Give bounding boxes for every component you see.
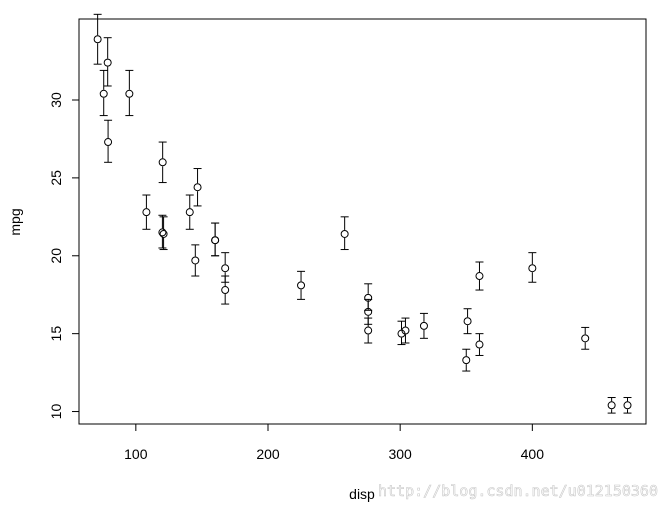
data-point-group (581, 326, 590, 350)
data-point (401, 326, 410, 335)
data-point-group (475, 333, 484, 356)
data-point-group (191, 244, 200, 277)
data-point-group (475, 261, 484, 291)
data-point-group (158, 214, 167, 249)
data-point-group (185, 194, 194, 230)
data-point (581, 334, 590, 343)
data-point-group (158, 141, 167, 184)
data-point (475, 272, 484, 281)
data-point (297, 281, 306, 290)
data-point (463, 317, 472, 326)
data-point (607, 401, 616, 410)
x-tick-label: 100 (124, 446, 148, 462)
data-point (99, 89, 108, 98)
data-point-group (401, 317, 410, 344)
data-point-group (463, 308, 472, 335)
data-point (211, 236, 220, 245)
data-point (158, 228, 167, 237)
data-point-group (607, 397, 616, 414)
data-point (104, 138, 113, 147)
data-point (528, 264, 537, 273)
data-point-group (93, 13, 102, 65)
y-tick-label: 10 (48, 404, 64, 420)
data-point (364, 326, 373, 335)
data-point (193, 183, 202, 192)
data-point (93, 35, 102, 44)
data-point (462, 356, 471, 365)
chart-marks (93, 13, 632, 414)
data-point-group (104, 119, 113, 163)
data-point-group (103, 37, 112, 87)
data-point-group (297, 270, 306, 300)
data-point-group (528, 252, 537, 283)
data-point-group (211, 222, 220, 257)
data-point (221, 286, 230, 295)
data-point-group (125, 69, 134, 117)
data-point (103, 58, 112, 67)
y-tick-label: 30 (48, 92, 64, 108)
data-point-group (142, 194, 151, 230)
data-point (142, 208, 151, 217)
x-tick-label: 200 (256, 446, 280, 462)
data-point-group (221, 275, 230, 305)
data-point (475, 340, 484, 349)
data-point (340, 229, 349, 238)
y-tick-label: 20 (48, 248, 64, 264)
x-axis-title: disp (349, 486, 375, 502)
data-point-group (364, 317, 373, 344)
data-point-group (340, 216, 349, 251)
data-point (364, 293, 373, 302)
data-point-group (462, 348, 471, 372)
y-axis: 10 15 20 25 30 (48, 92, 80, 420)
y-tick-label: 25 (48, 170, 64, 186)
data-point (221, 264, 230, 273)
data-point-group (623, 397, 632, 414)
data-point-group (193, 168, 202, 207)
data-point-group (99, 69, 108, 117)
data-point (125, 89, 134, 98)
x-axis: 100 200 300 400 (124, 423, 545, 462)
y-tick-label: 15 (48, 326, 64, 342)
data-point-group (159, 216, 168, 251)
data-point (191, 256, 200, 265)
data-point (623, 401, 632, 410)
x-tick-label: 400 (521, 446, 545, 462)
data-point-group (364, 283, 373, 311)
data-point (159, 229, 168, 238)
data-point (158, 158, 167, 167)
watermark: http://blog.csdn.net/u012150360 (378, 482, 658, 500)
data-point (185, 208, 194, 217)
data-point-group (397, 320, 406, 346)
data-point (419, 321, 428, 330)
y-axis-title: mpg (7, 208, 23, 235)
data-point-group (419, 312, 428, 339)
x-tick-label: 300 (388, 446, 412, 462)
